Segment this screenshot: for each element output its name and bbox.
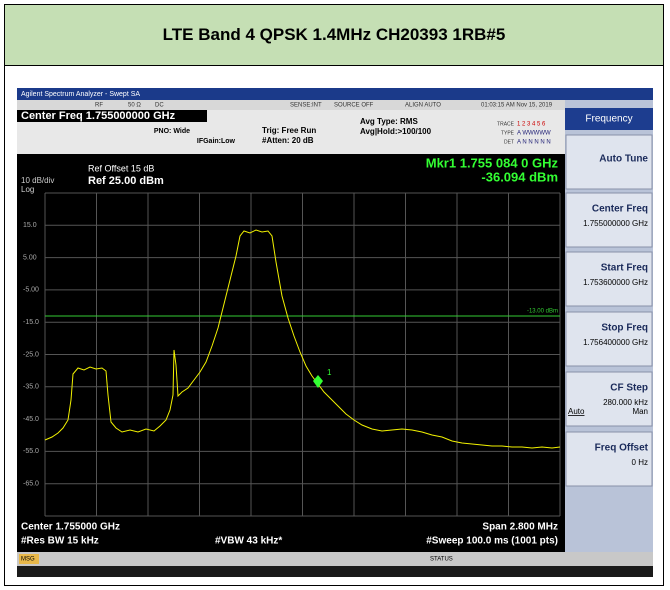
marker-diamond bbox=[313, 375, 323, 388]
avg-type: Avg Type: RMS bbox=[360, 117, 418, 126]
softkey-label: Center Freq bbox=[592, 204, 648, 215]
status-item: ALIGN AUTO bbox=[405, 103, 441, 109]
status-bar bbox=[17, 552, 653, 566]
y-tick-label: -45.0 bbox=[23, 416, 39, 423]
trace-info-value: A N N N N N bbox=[517, 140, 551, 146]
softkey-label: Freq Offset bbox=[595, 443, 649, 454]
y-tick-label: -5.00 bbox=[23, 287, 39, 294]
avg-hold: Avg|Hold:>100/100 bbox=[360, 127, 432, 136]
softkey-label: Start Freq bbox=[601, 263, 648, 274]
softkey[interactable] bbox=[565, 311, 653, 367]
softkey-value: 0 Hz bbox=[632, 458, 648, 467]
ifgain: IFGain:Low bbox=[197, 138, 236, 145]
msg-bg bbox=[19, 554, 39, 564]
grid: 15.0 5.00 -5.00 -15.0 -25.0 -35.0 -45.0 -55.0 -6… bbox=[23, 192, 561, 517]
center-freq: Center Freq 1.755000000 GHz bbox=[21, 110, 176, 122]
scale-type: Log bbox=[21, 185, 34, 194]
softkey-label: CF Step bbox=[610, 383, 648, 394]
softkey-value: 1.755000000 GHz bbox=[583, 219, 648, 228]
pno: PNO: Wide bbox=[154, 128, 190, 135]
trace-info-label: TYPE bbox=[501, 130, 515, 136]
status-item: RF bbox=[95, 103, 103, 109]
graph-bg bbox=[17, 154, 565, 552]
softkey[interactable] bbox=[565, 371, 653, 427]
softkey-value: 280.000 kHz bbox=[603, 398, 648, 407]
title-text: Agilent Spectrum Analyzer - Swept SA bbox=[21, 91, 140, 98]
center-freq-bg bbox=[17, 110, 207, 122]
softkey[interactable] bbox=[565, 134, 653, 190]
softkey-option: Auto bbox=[568, 407, 585, 416]
res-bw: #Res BW 15 kHz bbox=[21, 536, 99, 547]
atten: #Atten: 20 dB bbox=[262, 136, 314, 145]
menu-title-bg bbox=[565, 108, 653, 130]
scale: 10 dB/div bbox=[21, 176, 54, 185]
softkey[interactable] bbox=[565, 251, 653, 307]
y-tick-label: -35.0 bbox=[23, 384, 39, 391]
title-bar bbox=[17, 88, 653, 100]
center: Center 1.755000 GHz bbox=[21, 522, 120, 533]
status: STATUS bbox=[430, 557, 453, 563]
span: Span 2.800 MHz bbox=[482, 522, 558, 533]
softkey[interactable] bbox=[565, 431, 653, 487]
softkey-value: 1.756400000 GHz bbox=[583, 338, 648, 347]
softkey-option: Man bbox=[632, 407, 648, 416]
y-tick-label: 15.0 bbox=[23, 222, 37, 229]
trace-info-value: A WWWWW bbox=[517, 131, 551, 137]
trig: Trig: Free Run bbox=[262, 126, 316, 135]
trace-info-label: DET bbox=[504, 139, 514, 145]
y-tick-label: -55.0 bbox=[23, 448, 39, 455]
header-title: LTE Band 4 QPSK 1.4MHz CH20393 1RB#5 bbox=[4, 4, 664, 66]
menu-title: Frequency bbox=[585, 114, 632, 125]
trace-info-value: 1 2 3 4 5 6 bbox=[517, 122, 546, 128]
softkey-value: 1.753600000 GHz bbox=[583, 278, 648, 287]
y-tick-label: 5.00 bbox=[23, 254, 37, 261]
status-item: SENSE:INT bbox=[290, 103, 322, 109]
softkey[interactable] bbox=[565, 192, 653, 248]
status-item: 50 Ω bbox=[128, 103, 141, 109]
softkeys: Auto Tune Center Freq 1.755000000 GHz Start… bbox=[565, 134, 653, 487]
status-item: DC bbox=[155, 103, 164, 109]
limit-label: -13.00 dBm bbox=[527, 309, 558, 315]
sweep: #Sweep 100.0 ms (1001 pts) bbox=[426, 536, 558, 547]
frame bbox=[4, 65, 664, 586]
y-tick-label: -15.0 bbox=[23, 319, 39, 326]
ref-level: Ref 25.00 dBm bbox=[88, 175, 164, 187]
status-item: SOURCE OFF bbox=[334, 103, 374, 109]
status-items: RF 50 Ω DC SENSE:INT SOURCE OFF ALIGN AUTO 01:… bbox=[95, 103, 553, 109]
y-tick-label: -65.0 bbox=[23, 481, 39, 488]
trace bbox=[44, 229, 561, 449]
softkey-label: Auto Tune bbox=[599, 154, 648, 165]
vbw: #VBW 43 kHz* bbox=[215, 536, 282, 547]
marker-freq: Mkr1 1.755 084 0 GHz bbox=[426, 155, 559, 170]
y-tick-label: -25.0 bbox=[23, 351, 39, 358]
marker-level: -36.094 dBm bbox=[481, 169, 558, 184]
trace-info-label: TRACE bbox=[497, 121, 515, 127]
softkey-label: Stop Freq bbox=[601, 323, 648, 334]
ref-offset: Ref Offset 15 dB bbox=[88, 163, 154, 173]
marker-label: 1 bbox=[327, 368, 332, 377]
status-item: 01:03:15 AM Nov 15, 2019 bbox=[481, 103, 553, 109]
status-row bbox=[17, 100, 565, 110]
msg: MSG bbox=[21, 557, 35, 563]
